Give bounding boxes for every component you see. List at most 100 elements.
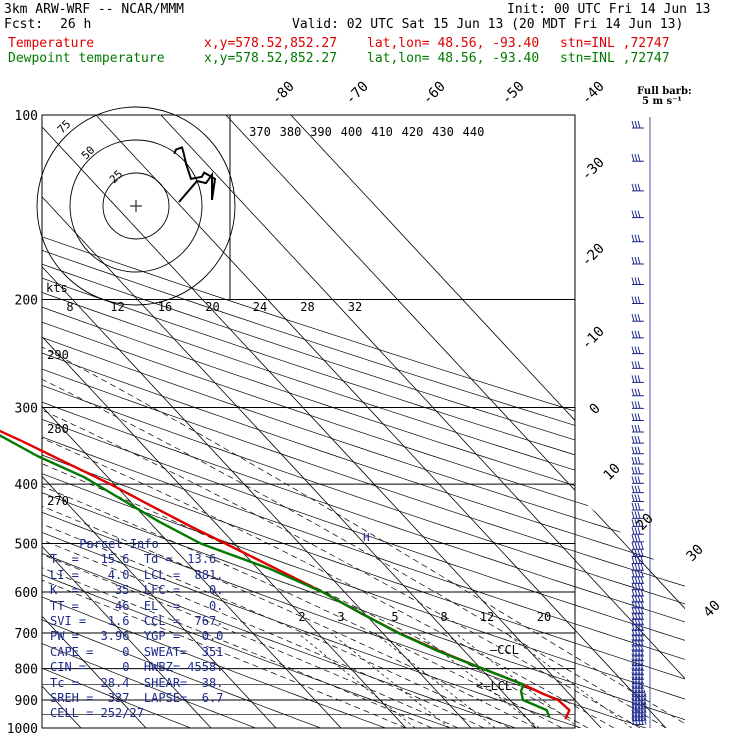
wind-barb <box>631 653 644 662</box>
theta-label: 420 <box>402 125 424 139</box>
hodograph-ring <box>69 139 203 273</box>
hodograph-trace <box>173 146 217 203</box>
isotherm-line <box>95 115 667 728</box>
isotherm-label: -20 <box>579 241 608 270</box>
pressure-label: 600 <box>15 586 38 601</box>
isotherm-label: -70 <box>343 79 372 108</box>
speed-scale-label: 20 <box>205 300 219 314</box>
wind-barb <box>631 519 644 527</box>
moist-adiabat <box>42 299 667 728</box>
wind-barb <box>631 424 644 433</box>
mixing-ratio-label: 8 <box>440 610 447 624</box>
moist-adiabat <box>42 318 563 728</box>
dry-adiabat-label: 290 <box>47 348 69 362</box>
dewpoint-xy: x,y=578.52,852.27 <box>204 51 338 66</box>
dry-adiabat <box>42 115 290 728</box>
mixing-ratio-line <box>330 632 450 728</box>
wind-barb <box>631 183 644 192</box>
hodograph: 25 50 75 kts <box>36 106 236 306</box>
isotherm-line <box>42 115 537 728</box>
theta-label: 380 <box>280 125 302 139</box>
isotherm-label: -80 <box>269 79 298 108</box>
hodograph-ring <box>36 106 236 306</box>
isotherm-label: -30 <box>579 155 608 184</box>
dewpoint-latlon: lat,lon= 48.56, -93.40 <box>367 51 540 66</box>
parcel-row: SREH = 337 LAPSE= 6.7 <box>50 691 224 706</box>
parcel-row: K = 35 LFC = 0. <box>50 583 224 598</box>
mixing-ratio-label: 3 <box>337 610 344 624</box>
parcel-row: CIN = 0 HWBZ= 4558. <box>50 660 224 675</box>
parcel-row: CELL = 252/27 <box>50 706 144 721</box>
dry-adiabat <box>42 115 685 728</box>
wind-barb <box>631 330 644 339</box>
dry-adiabat <box>42 115 422 728</box>
chart-grid <box>41 114 685 729</box>
lcl-marker: <—LCL <box>476 679 512 693</box>
wind-barb <box>631 534 644 543</box>
mixing-ratio-label: 12 <box>480 610 494 624</box>
wind-barb <box>631 456 644 465</box>
pressure-label: 400 <box>15 478 38 493</box>
wind-barb <box>631 658 644 667</box>
wind-barb <box>631 296 644 304</box>
dry-adiabat <box>42 115 685 728</box>
moist-adiabat <box>42 353 537 728</box>
dry-adiabat <box>42 115 685 728</box>
wind-barb <box>631 435 644 444</box>
theta-label: 410 <box>371 125 393 139</box>
wind-barb <box>631 681 644 689</box>
speed-scale-label: 8 <box>66 300 73 314</box>
wind-barb <box>631 713 647 722</box>
isotherm-line <box>42 115 472 728</box>
wind-barb <box>631 511 644 519</box>
mixing-ratio-label: 5 <box>391 610 398 624</box>
parcel-row: TT = 46 EL = 0. <box>50 598 224 613</box>
isotherm-line <box>42 115 342 728</box>
model-title: 3km ARW-WRF -- NCAR/MMM <box>4 2 185 17</box>
mixing-ratio-label: 20 <box>537 610 551 624</box>
dry-adiabat <box>42 115 685 728</box>
forecast-hours: 26 h <box>60 17 92 32</box>
wind-barb <box>631 717 647 725</box>
wind-barb <box>631 413 644 421</box>
theta-label: 440 <box>463 125 485 139</box>
dry-adiabat <box>42 115 685 728</box>
wind-barb <box>631 676 644 685</box>
speed-scale-label: 12 <box>110 300 124 314</box>
dry-adiabat <box>42 115 224 728</box>
parcel-row: SVI = 1.6 CCL = 767. <box>50 614 224 629</box>
dewpoint-trace <box>0 434 551 718</box>
wind-barb <box>631 314 644 322</box>
valid-time: Valid: 02 UTC Sat 15 Jun 13 (20 MDT Fri … <box>292 17 684 32</box>
wind-barb <box>631 701 647 710</box>
pressure-label: 1000 <box>7 722 38 737</box>
wind-barb <box>631 563 644 571</box>
wind-barb <box>631 401 644 409</box>
dry-adiabat <box>42 115 685 728</box>
mixing-ratio-line <box>505 632 632 728</box>
wind-barb <box>631 633 644 642</box>
wind-barb <box>631 446 644 455</box>
parcel-row: T = 15.6 Td = 13.6 <box>50 552 217 567</box>
wind-barb <box>631 556 644 564</box>
wind-barb <box>631 576 644 584</box>
dry-adiabat <box>42 115 685 728</box>
wind-barb <box>631 663 644 671</box>
dry-adiabat <box>42 115 356 728</box>
isotherm-label: 40 <box>701 598 724 621</box>
isotherm-line <box>160 115 685 728</box>
wind-barb <box>631 120 644 129</box>
parcel-row: CAPE = 0 SWEAT= 351 <box>50 644 224 659</box>
wind-barb <box>631 542 644 550</box>
wind-barb <box>631 527 644 535</box>
wind-barb <box>631 346 644 355</box>
theta-label: 400 <box>341 125 363 139</box>
dry-adiabat <box>42 115 488 728</box>
dry-adiabat-label: 270 <box>47 494 69 508</box>
wind-barb <box>631 705 647 714</box>
grid-clip <box>42 115 685 728</box>
dry-adiabat <box>42 115 685 728</box>
wind-barb <box>631 697 647 706</box>
wind-barb <box>631 256 644 265</box>
speed-scale-label: 16 <box>158 300 172 314</box>
